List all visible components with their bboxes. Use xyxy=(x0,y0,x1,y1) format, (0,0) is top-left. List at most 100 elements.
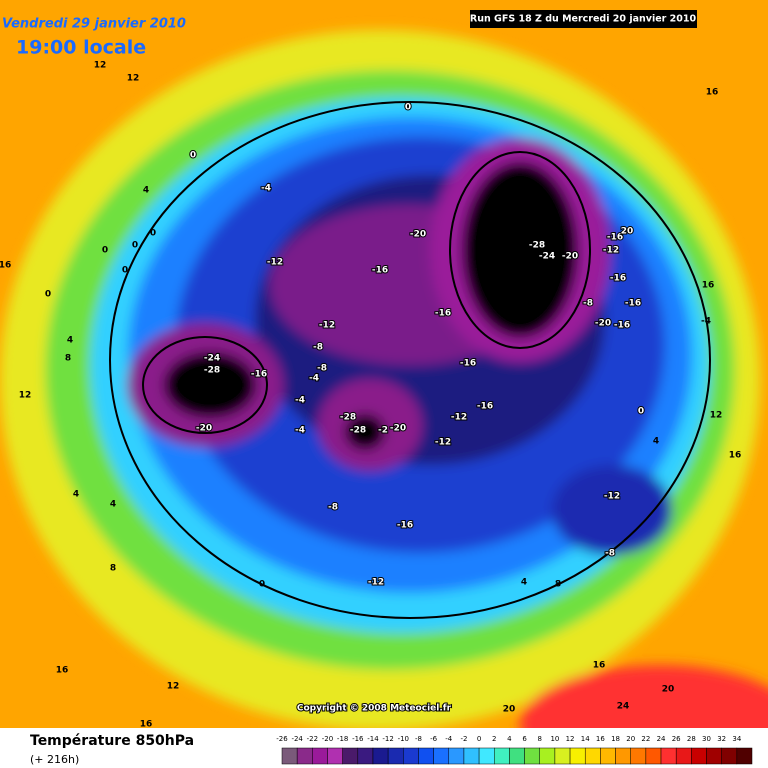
scale-swatch xyxy=(342,747,359,765)
contour-label: 20 xyxy=(621,227,634,237)
contour-label: -20 xyxy=(562,252,578,262)
scale-label: 34 xyxy=(732,735,741,743)
contour-label: -8 xyxy=(605,549,615,559)
contour-label: -12 xyxy=(319,321,335,331)
scale-swatch xyxy=(509,747,525,765)
scale-label: 10 xyxy=(550,735,559,743)
contour-label: -16 xyxy=(397,521,413,531)
scale-label: 14 xyxy=(581,735,590,743)
scale-swatch xyxy=(615,747,631,765)
scale-swatch xyxy=(691,747,707,765)
contour-label: -28 xyxy=(204,366,220,376)
contour-label: 0 xyxy=(45,290,51,300)
contour-label: 0 xyxy=(150,229,156,239)
scale-swatch xyxy=(463,747,480,765)
contour-label: -16 xyxy=(435,309,451,319)
scale-label: 6 xyxy=(522,735,527,743)
contour-label: 16 xyxy=(56,666,69,676)
contour-label: -16 xyxy=(460,359,476,369)
contour-label: 12 xyxy=(710,411,723,421)
scale-swatch xyxy=(281,747,298,765)
contour-label: 16 xyxy=(706,88,719,98)
scale-swatch xyxy=(721,747,738,765)
contour-label: 4 xyxy=(67,336,73,346)
contour-label: -16 xyxy=(372,266,388,276)
scale-label: -12 xyxy=(382,735,393,743)
contour-label: 16 xyxy=(0,261,11,271)
scale-swatch xyxy=(660,747,677,765)
contour-label: -16 xyxy=(251,370,267,380)
contour-label: 8 xyxy=(110,564,116,574)
run: Run GFS 18 Z du Mercredi 20 janvier 2010 xyxy=(470,14,697,25)
scale-label: -26 xyxy=(276,735,288,743)
contour-label: -24 xyxy=(204,354,220,364)
scale-swatch xyxy=(630,747,647,765)
contour-label: -8 xyxy=(328,503,338,513)
scale-swatch xyxy=(403,747,419,765)
scale-label: 20 xyxy=(626,735,635,743)
scale-label: -4 xyxy=(445,735,453,743)
scale-label: 18 xyxy=(611,735,620,743)
contour-label: 0 xyxy=(122,266,128,276)
scale-swatch xyxy=(372,747,389,765)
contour-label: -8 xyxy=(313,343,323,353)
contour-label: -12 xyxy=(435,438,451,448)
contour-label: -16 xyxy=(614,321,630,331)
scale-swatch xyxy=(600,747,616,765)
contour-label: 0 xyxy=(102,246,108,256)
contour-label: 20 xyxy=(503,705,516,715)
contour-label: 4 xyxy=(110,500,116,510)
contour-label: 8 xyxy=(555,580,561,590)
contour-label: -8 xyxy=(317,364,327,374)
scale-swatch xyxy=(736,747,753,765)
scale-label: -14 xyxy=(367,735,379,743)
contour-label: -20 xyxy=(196,424,212,434)
scale-swatch xyxy=(706,747,722,765)
scale-swatch xyxy=(524,747,540,765)
scale-label: 0 xyxy=(477,735,481,743)
scale-label: 30 xyxy=(702,735,711,743)
contour-label: -12 xyxy=(451,413,467,423)
contour-label: -16 xyxy=(625,299,641,309)
scale-label: 16 xyxy=(596,735,605,743)
footer-title: Température 850hPa xyxy=(30,733,194,749)
scale-swatch xyxy=(357,747,374,765)
scale-label: -16 xyxy=(352,735,364,743)
contour-label: 12 xyxy=(127,74,140,84)
scale-swatch xyxy=(645,747,662,765)
contour-label: -4 xyxy=(295,396,305,406)
color-scale: -26 -24 -22 -20 -18 -16 -14 -12 -10 -8 -6 -4 -2 0 2 4 6 8… xyxy=(276,735,753,765)
contour-label: -12 xyxy=(368,578,384,588)
contour-label: 0 xyxy=(405,103,411,113)
contour-label: 20 xyxy=(662,685,675,695)
scale-swatch xyxy=(433,747,450,765)
scale-label: 26 xyxy=(672,735,681,743)
contour-label: 16 xyxy=(593,661,606,671)
contour-label: -28 xyxy=(340,413,356,423)
scale-label: 8 xyxy=(538,735,542,743)
contour-label: -12 xyxy=(604,492,620,502)
contour-label: 4 xyxy=(73,490,79,500)
scale-swatch xyxy=(554,747,571,765)
contour-label: -24 xyxy=(539,252,555,262)
scale-label: -24 xyxy=(291,735,303,743)
contour-label: -20 xyxy=(390,424,406,434)
contour-label: 4 xyxy=(653,437,659,447)
scale-swatch xyxy=(418,747,434,765)
scale-swatch xyxy=(569,747,586,765)
contour-label: -4 xyxy=(295,426,305,436)
contour-label: -28 xyxy=(529,241,545,251)
contour-label: -2 xyxy=(378,426,388,436)
scale-label: 12 xyxy=(566,735,575,743)
contour-label: -28 xyxy=(350,426,366,436)
scale-swatch xyxy=(494,747,510,765)
contour-label: 0 xyxy=(132,241,138,251)
contour-label: 16 xyxy=(702,281,715,291)
contour-label: 0 xyxy=(638,407,644,417)
contour-label: -20 xyxy=(595,319,611,329)
scale-swatch xyxy=(675,747,692,765)
contour-label: 16 xyxy=(140,720,153,730)
contour-label: 4 xyxy=(521,578,527,588)
